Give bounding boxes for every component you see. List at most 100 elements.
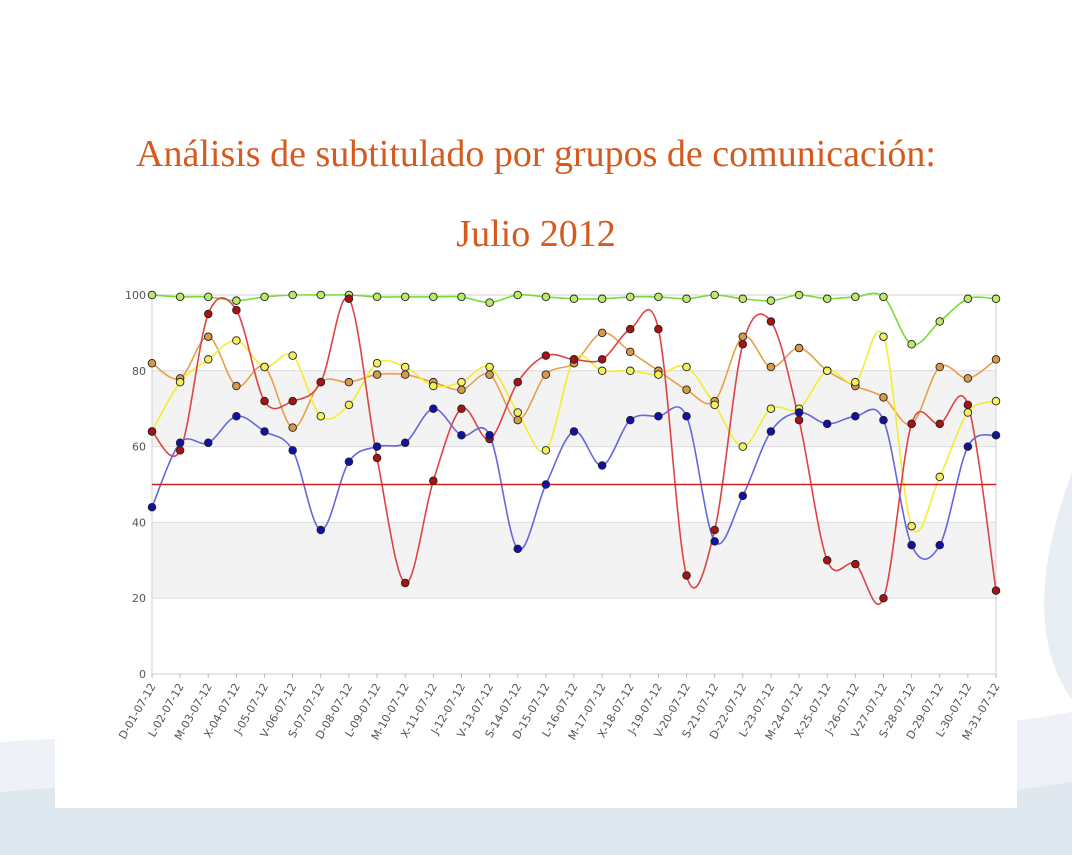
series-2-point — [429, 381, 438, 391]
series-1-point — [485, 370, 494, 379]
series-4-point — [316, 525, 326, 535]
series-2-point — [232, 336, 241, 345]
y-tick-label: 40 — [132, 516, 146, 529]
series-4-point — [485, 430, 494, 440]
series-2-point — [457, 377, 466, 387]
series-4-point — [907, 540, 916, 550]
series-2-point — [260, 362, 269, 372]
series-2-point — [851, 377, 860, 387]
series-2-point — [175, 377, 185, 387]
series-1-point — [147, 358, 157, 368]
series-3-point — [907, 419, 916, 429]
series-3-point — [541, 351, 551, 360]
grid-band — [152, 522, 996, 599]
series-4-point — [991, 430, 1001, 440]
series-3-point — [260, 396, 269, 406]
series-4-point — [626, 415, 635, 425]
series-0-point — [175, 292, 185, 302]
series-3-point — [654, 324, 663, 334]
series-4-point — [738, 491, 748, 501]
series-2-point — [654, 370, 663, 379]
series-2-point — [935, 472, 944, 482]
series-3-point — [372, 453, 382, 463]
series-3-point — [597, 355, 607, 364]
series-0-point — [457, 292, 466, 302]
series-0-point — [991, 294, 1001, 304]
series-0-point — [963, 294, 973, 304]
series-0-point — [654, 292, 663, 302]
series-3-point — [738, 340, 748, 349]
series-2-point — [372, 358, 382, 368]
series-4-point — [429, 404, 438, 413]
series-4-point — [682, 412, 691, 421]
series-1-point — [738, 332, 748, 341]
series-0-point — [260, 292, 269, 302]
series-0-point — [710, 290, 719, 300]
series-1-point — [372, 370, 382, 379]
series-2-point — [682, 362, 691, 372]
series-0-point — [626, 292, 635, 302]
series-4-point — [963, 442, 973, 451]
series-4-point — [766, 427, 776, 436]
series-4-point — [457, 430, 466, 440]
series-3-point — [175, 446, 185, 455]
series-4-point — [288, 446, 297, 455]
series-2-point — [907, 521, 916, 531]
series-4-point — [569, 427, 579, 436]
series-4-point — [260, 427, 269, 436]
series-2-point — [738, 442, 748, 451]
series-0-point — [738, 294, 748, 304]
series-4-point — [204, 438, 213, 448]
series-3-point — [851, 559, 860, 569]
series-4-point — [232, 412, 241, 421]
series-3-point — [316, 377, 326, 387]
series-1-point — [766, 362, 776, 372]
series-2-point — [204, 355, 213, 364]
series-3-point — [513, 377, 522, 387]
series-3-point — [879, 593, 888, 603]
series-4-point — [710, 537, 719, 546]
series-3-point — [794, 415, 804, 425]
series-4-point — [513, 544, 522, 554]
series-1-point — [991, 355, 1001, 364]
series-1-point — [879, 393, 888, 402]
series-4-point — [372, 442, 382, 451]
series-1-point — [682, 385, 691, 395]
series-4-point — [822, 419, 832, 429]
series-3-point — [626, 324, 635, 334]
series-0-point — [429, 292, 438, 302]
series-1-point — [935, 362, 944, 372]
series-0-point — [766, 296, 776, 305]
series-1-point — [541, 370, 551, 379]
series-3-point — [822, 556, 832, 565]
series-4-point — [794, 408, 804, 417]
series-4-point — [851, 412, 860, 421]
series-2-point — [316, 412, 326, 421]
series-3-point — [429, 476, 438, 485]
series-0-point — [400, 292, 410, 302]
series-1-point — [400, 370, 410, 379]
series-1-point — [597, 328, 607, 338]
series-1-point — [457, 385, 466, 395]
series-3-point — [457, 404, 466, 413]
series-3-point — [344, 294, 354, 304]
series-2-point — [963, 408, 973, 417]
series-0-point — [147, 290, 157, 300]
series-2-point — [288, 351, 297, 360]
series-line-2 — [151, 330, 997, 533]
series-2-point — [485, 362, 494, 372]
series-3-point — [935, 419, 944, 429]
series-1-point — [963, 374, 973, 383]
series-0-point — [822, 294, 832, 304]
series-0-point — [513, 290, 522, 300]
series-2-point — [991, 396, 1001, 406]
series-2-point — [597, 366, 607, 376]
series-0-point — [879, 292, 888, 302]
series-0-point — [541, 292, 551, 302]
series-3-point — [569, 355, 579, 364]
series-3-point — [682, 571, 691, 580]
series-3-point — [232, 305, 241, 315]
series-0-point — [485, 298, 494, 307]
series-3-point — [963, 400, 973, 410]
series-0-point — [288, 290, 297, 300]
